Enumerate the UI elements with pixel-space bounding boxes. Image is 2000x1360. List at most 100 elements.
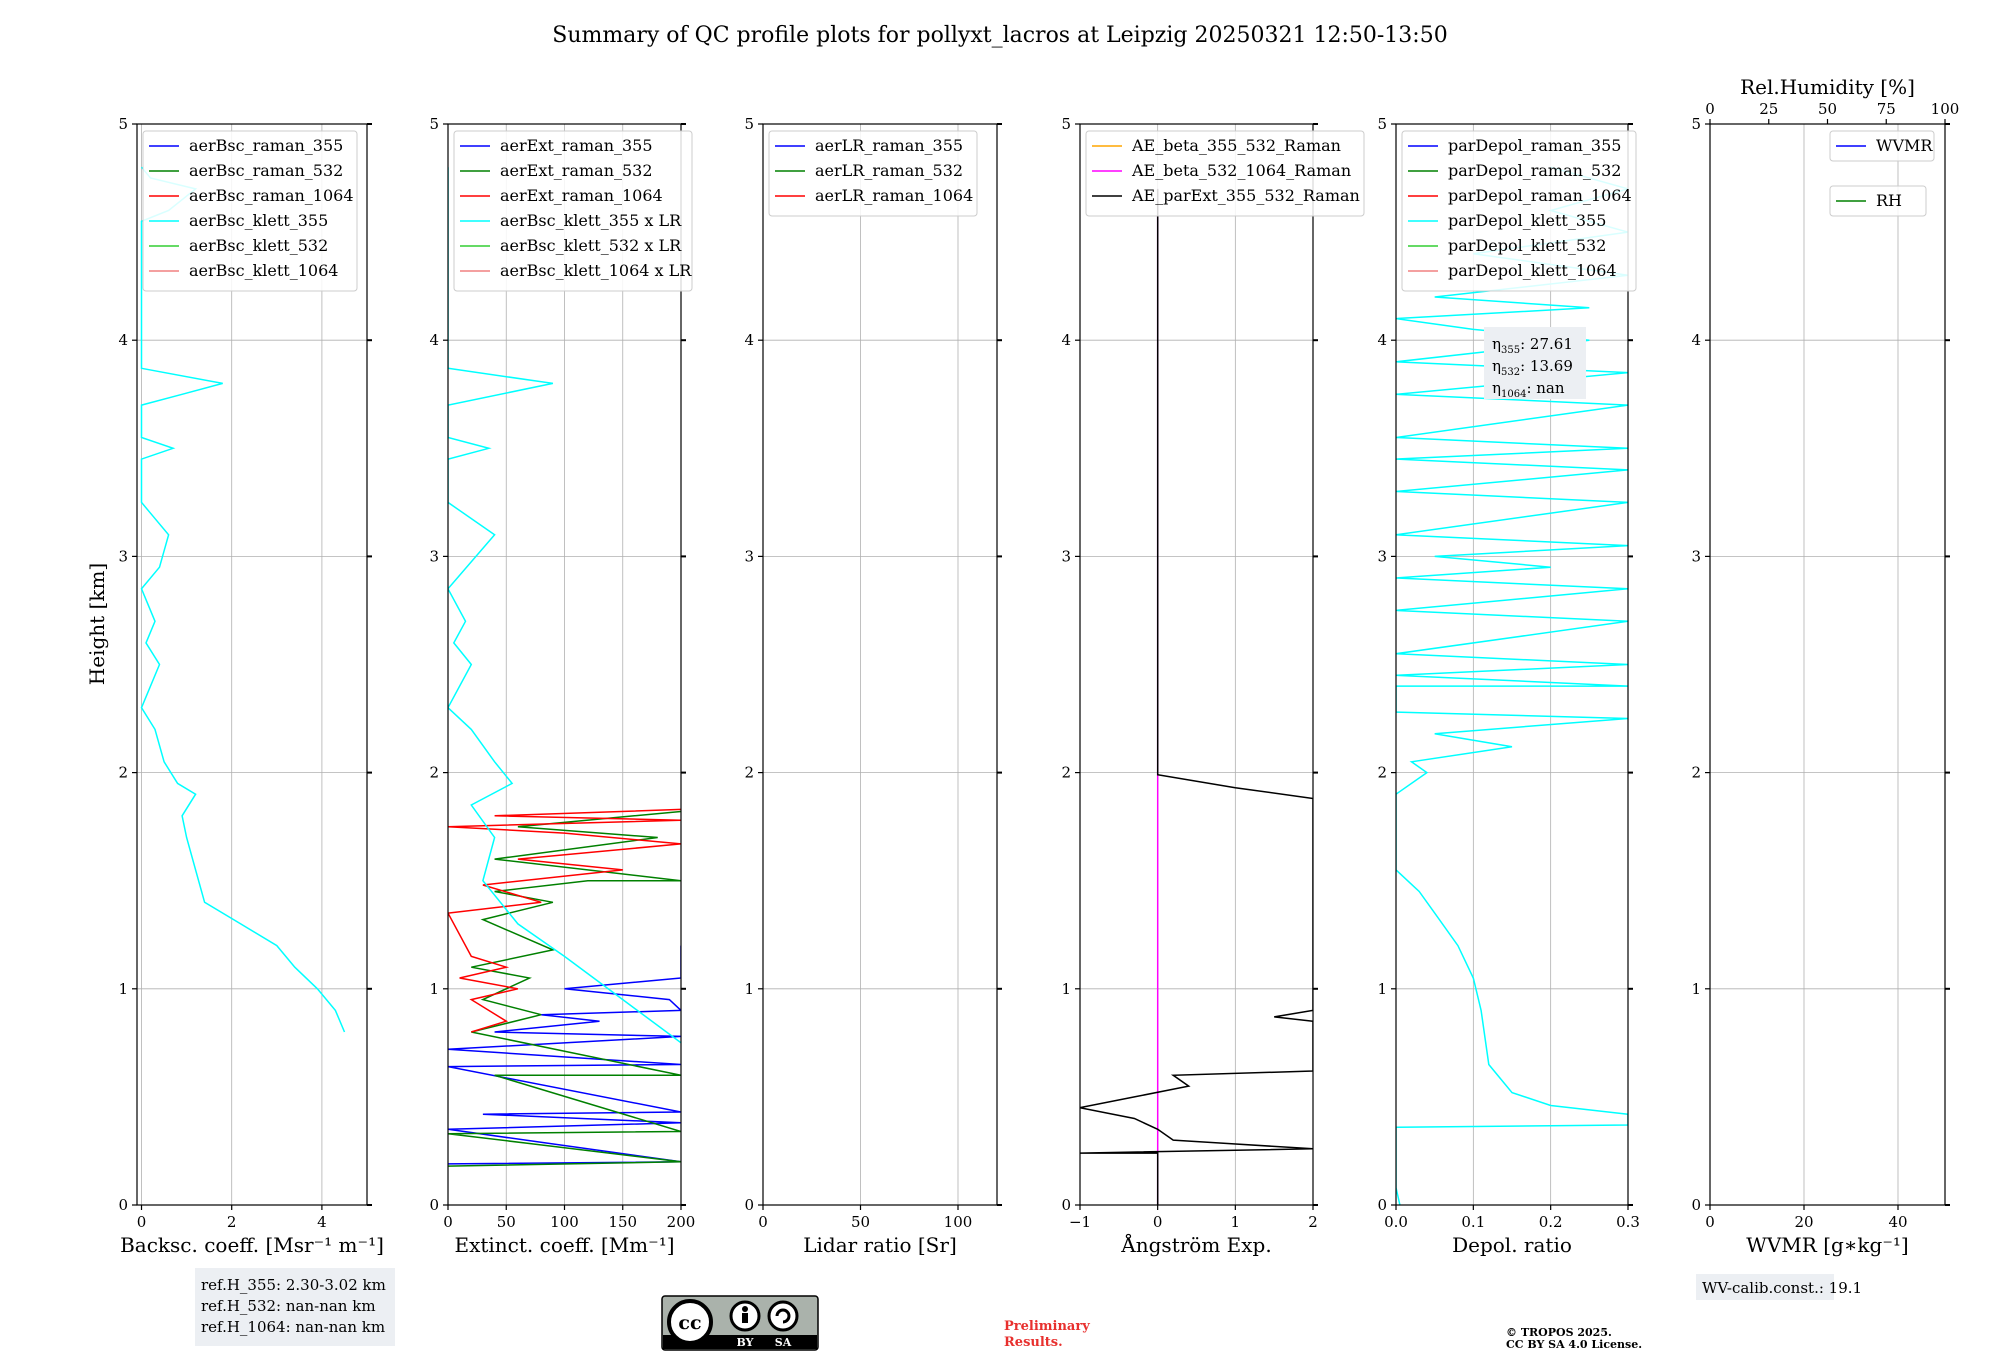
- axes-frame: [1079, 123, 1314, 1206]
- y-tick-label: 3: [118, 547, 128, 565]
- y-tick-label: 4: [118, 331, 128, 349]
- legend-WVMR: WVMR: [1829, 130, 1935, 162]
- ref-height-box-bg: [195, 1268, 395, 1346]
- legend-label: aerBsc_klett_355 x LR: [500, 211, 682, 230]
- legend-lr: aerLR_raman_355 aerLR_raman_532 aerLR_rama…: [768, 130, 978, 217]
- legend-label: aerExt_raman_1064: [500, 186, 663, 205]
- ref-height-box: ref.H_355: 2.30-3.02 km ref.H_532: nan-n…: [195, 1268, 395, 1346]
- legend-label: parDepol_raman_532: [1448, 161, 1621, 180]
- series-group: [1396, 166, 1628, 1205]
- y-tick-label: 4: [1377, 331, 1387, 349]
- y-tick-label: 4: [429, 331, 439, 349]
- cc-license-badge: cc BY SA: [661, 1295, 819, 1351]
- y-tick-label: 3: [1691, 547, 1701, 565]
- y-tick-label: 2: [1377, 764, 1387, 782]
- x-tick-label: 100: [944, 1213, 973, 1231]
- y-tick-label: 1: [1061, 980, 1071, 998]
- y-tick-label: 4: [744, 331, 754, 349]
- panel-bsc: 0 1 2 3 4 5 0 2 4 Backsc. coeff. [Msr⁻¹ m⁻¹] aerBs…: [118, 115, 383, 1257]
- eta-355: η355: 27.61: [1492, 335, 1573, 356]
- legend-dep: parDepol_raman_355 parDepol_raman_532 parD…: [1401, 130, 1637, 292]
- legend-label: AE_beta_355_532_Raman: [1131, 136, 1341, 155]
- legend-label: parDepol_klett_1064: [1448, 261, 1617, 280]
- top-x-tick-label: 100: [1931, 100, 1960, 118]
- x-tick-label: 150: [608, 1213, 637, 1231]
- legend-label: parDepol_klett_355: [1448, 211, 1606, 230]
- x-tick-label: 20: [1794, 1213, 1813, 1231]
- preliminary-label-line2: Results.: [1004, 1335, 1063, 1350]
- x-tick-label: 200: [667, 1213, 696, 1231]
- axes-frame: [762, 123, 998, 1206]
- axes-frame: [1709, 123, 1946, 1206]
- legend-label: parDepol_raman_1064: [1448, 186, 1632, 205]
- y-tick-label: 4: [1691, 331, 1701, 349]
- legend-label: AE_beta_532_1064_Raman: [1131, 161, 1351, 180]
- series-line-aerBsc_klett_355 x LR: [448, 167, 681, 1044]
- by-label: BY: [737, 1336, 754, 1349]
- legend-label: aerLR_raman_355: [815, 136, 963, 155]
- legend-label: parDepol_klett_532: [1448, 236, 1606, 255]
- y-tick-label: 1: [429, 980, 439, 998]
- axes-frame: [1395, 123, 1629, 1206]
- x-tick-label: 0.0: [1384, 1213, 1408, 1231]
- ref-height-355: ref.H_355: 2.30-3.02 km: [201, 1276, 386, 1294]
- y-tick-label: 4: [1061, 331, 1071, 349]
- y-tick-label: 2: [744, 764, 754, 782]
- x-tick-label: 0: [758, 1213, 768, 1231]
- y-tick-label: 0: [1377, 1196, 1387, 1214]
- series-line-AE_parExt_355_532_Raman: [1080, 188, 1313, 1205]
- legend-label: aerBsc_klett_532 x LR: [500, 236, 682, 255]
- panel-dep: 0 1 2 3 4 5 0.0 0.1 0.2 0.3 Depol. ratio parDepol_r…: [1377, 115, 1639, 1257]
- legend-label: aerExt_raman_532: [500, 161, 653, 180]
- cc-logo-text: cc: [678, 1312, 701, 1334]
- y-tick-label: 2: [429, 764, 439, 782]
- legend-label: aerLR_raman_532: [815, 161, 963, 180]
- series-group: [1080, 188, 1313, 1205]
- x-axis-label-bsc: Backsc. coeff. [Msr⁻¹ m⁻¹]: [120, 1233, 384, 1257]
- top-x-tick-label: 50: [1818, 100, 1837, 118]
- x-tick-label: 0.3: [1616, 1213, 1640, 1231]
- x-tick-label: 0: [1705, 1213, 1715, 1231]
- x-axis-label-dep: Depol. ratio: [1452, 1233, 1572, 1257]
- y-tick-label: 0: [744, 1196, 754, 1214]
- x-axis-label-ae: Ångström Exp.: [1120, 1232, 1271, 1257]
- legend-ae: AE_beta_355_532_Raman AE_beta_532_1064_Ra…: [1085, 130, 1365, 217]
- x-tick-label: 0.2: [1539, 1213, 1563, 1231]
- legend-label: AE_parExt_355_532_Raman: [1131, 186, 1360, 205]
- legend-label: aerBsc_klett_355: [189, 211, 328, 230]
- legend-label: aerBsc_raman_1064: [189, 186, 354, 205]
- legend-label: aerBsc_klett_1064: [189, 261, 338, 280]
- legend-box: [142, 130, 358, 292]
- x-tick-label: 50: [851, 1213, 870, 1231]
- series-line-parDepol_klett_355: [1396, 166, 1628, 1205]
- eta-box: η355: 27.61 η532: 13.69 η1064: nan: [1484, 327, 1586, 400]
- legend-box: [768, 130, 978, 217]
- wv-calib-box-bg: [1696, 1274, 1834, 1300]
- eta-box-bg: [1484, 327, 1586, 399]
- series-line-aerExt_raman_532: [448, 810, 681, 1167]
- axes-frame: [136, 123, 368, 1206]
- legend-label: RH: [1876, 191, 1902, 210]
- y-tick-label: 2: [1691, 764, 1701, 782]
- x-tick-label: 0: [443, 1213, 453, 1231]
- series-group: [448, 167, 681, 1167]
- x-tick-label: 4: [317, 1213, 327, 1231]
- sa-share-arc: [775, 1308, 791, 1324]
- x-tick-label: 2: [227, 1213, 237, 1231]
- x-tick-label: 1: [1231, 1213, 1241, 1231]
- y-tick-label: 0: [118, 1196, 128, 1214]
- y-tick-label: 1: [1691, 980, 1701, 998]
- x-tick-label: 40: [1888, 1213, 1907, 1231]
- legend-bsc: aerBsc_raman_355 aerBsc_raman_532 aerBsc_r…: [142, 130, 358, 292]
- series-line-aerBsc_klett_355: [140, 166, 346, 1033]
- eta-1064: η1064: nan: [1492, 379, 1565, 400]
- y-tick-label: 5: [1061, 115, 1071, 133]
- series-group: [140, 166, 346, 1033]
- y-tick-label: 3: [1061, 547, 1071, 565]
- sa-label: SA: [775, 1336, 792, 1349]
- top-x-axis-label: Rel.Humidity [%]: [1740, 75, 1915, 99]
- y-tick-label: 3: [744, 547, 754, 565]
